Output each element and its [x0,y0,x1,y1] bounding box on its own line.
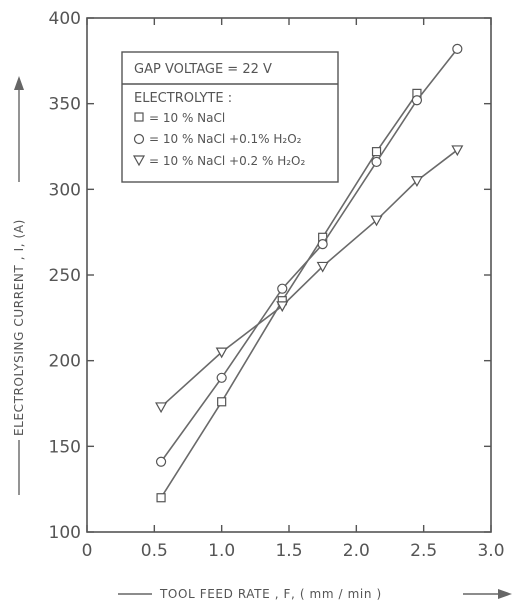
y-axis-arrow [14,76,24,90]
legend-square-marker [134,112,144,122]
data-point-circle [317,239,328,250]
y-tick-label: 300 [49,180,81,200]
y-tick-label: 200 [49,352,81,372]
legend-circle-marker [133,133,145,145]
legend-box [121,51,339,183]
x-tick-label: 1.0 [208,541,235,561]
data-point-triangle [276,301,289,313]
series-layer [155,43,464,503]
data-point-triangle [410,176,423,188]
y-tick-label: 100 [49,523,81,543]
data-point-square [217,397,227,407]
legend-entry-1-label: = 10 % NaCl [149,111,225,125]
data-point-circle [411,95,423,106]
data-point-triangle [451,145,464,157]
legend-entry-2: = 10 % NaCl +0.1% H₂O₂ [133,132,302,146]
axes: 0 0.5 1.0 1.5 2.0 2.5 3.0 100 150 200 250 300 350 400 [49,9,505,561]
x-axis-arrow [498,589,512,599]
legend-entry-2-label: = 10 % NaCl +0.1% H₂O₂ [149,132,302,146]
data-point-circle [452,43,463,54]
legend-entry-3: = 10 % NaCl +0.2 % H₂O₂ [132,154,305,168]
series-triangle-down [155,145,464,414]
data-point-triangle [155,402,168,414]
series-line-square [160,92,418,499]
series-square [156,88,422,503]
legend-entry-1: = 10 % NaCl [134,111,225,125]
data-point-square [371,147,382,157]
series-circle [155,43,463,467]
data-point-triangle [370,215,383,227]
y-tick-label: 250 [49,266,81,286]
x-tick-label: 0 [82,541,93,561]
x-tick-label: 2.5 [410,541,437,561]
y-axis-label: ELECTROLYSING CURRENT , I, (A) [12,219,26,436]
y-axis-title: ELECTROLYSING CURRENT , I, (A) [12,76,26,495]
x-tick-label: 1.5 [275,541,302,561]
x-tick-label: 3.0 [477,541,504,561]
y-tick-label: 350 [49,95,81,115]
x-tick-label: 0.5 [141,541,168,561]
legend-title: ELECTROLYTE : [134,91,232,106]
x-tick-label: 2.0 [343,541,370,561]
data-point-circle [371,156,382,168]
y-tick-label: 150 [49,437,81,457]
y-tick-label: 400 [49,9,81,29]
data-point-circle [216,372,227,383]
legend-triangle-marker [132,155,146,167]
x-axis-title: TOOL FEED RATE , F, ( mm / min ) [118,587,512,601]
x-axis-label: TOOL FEED RATE , F, ( mm / min ) [159,587,382,601]
data-point-circle [155,456,167,467]
legend-entry-3-label: = 10 % NaCl +0.2 % H₂O₂ [149,154,305,168]
data-point-triangle [316,261,329,273]
legend: GAP VOLTAGE = 22 V ELECTROLYTE : = 10 % … [121,51,339,183]
data-point-circle [277,283,288,294]
data-point-triangle [215,347,228,359]
legend-header: GAP VOLTAGE = 22 V [134,62,272,77]
series-line-triangle-down [160,149,458,408]
data-point-square [156,493,166,503]
